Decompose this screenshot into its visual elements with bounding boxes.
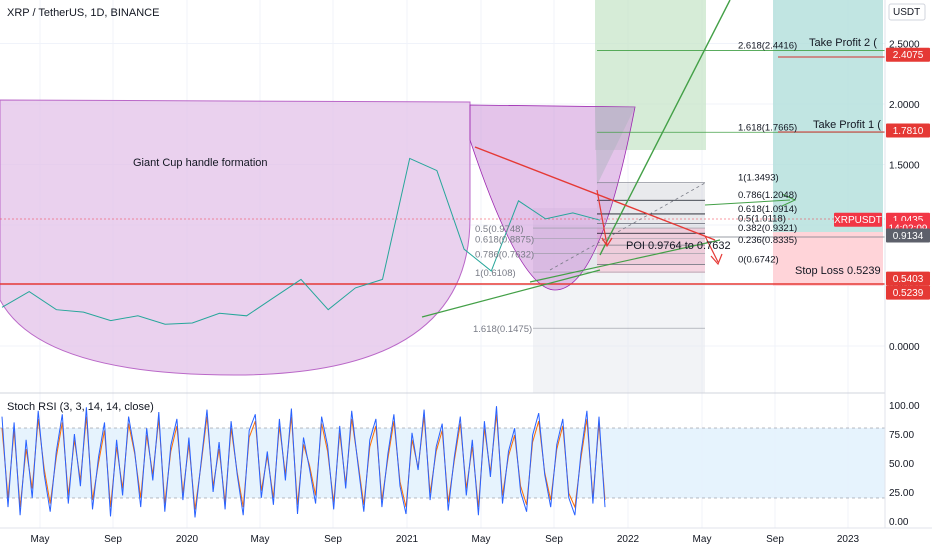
time-tick: May <box>693 534 712 545</box>
time-tick: Sep <box>104 534 122 545</box>
red-arrow-2-head <box>710 253 723 266</box>
cup-shape <box>0 99 471 376</box>
fib-label: 1(0.6108) <box>475 268 516 279</box>
time-tick: Sep <box>545 534 563 545</box>
symbol-tag: XRPUSDT <box>834 212 882 227</box>
currency-badge-label: USDT <box>893 7 920 18</box>
red-arrow-head <box>601 237 613 248</box>
rsi-tick: 25.00 <box>889 488 914 499</box>
wedge-shape <box>595 107 635 185</box>
fib-label: 1(1.3493) <box>738 173 779 184</box>
stop-tag-label: 0.5239 <box>893 288 924 299</box>
tp2-annotation: Take Profit 2 ( <box>809 37 877 49</box>
green-trend-rise <box>529 239 721 283</box>
poi-annotation: POI 0.9764 to 0.7632 <box>626 240 731 252</box>
price-tick: 2.0000 <box>889 100 920 111</box>
fib-labels: 2.618(2.4416) 1.618(1.7665) 1(1.3493) 0.786… <box>473 41 797 336</box>
fib-label: 0.786(1.2048) <box>738 190 797 201</box>
time-tick: 2020 <box>176 534 199 545</box>
time-axis[interactable]: May Sep 2020 May Sep 2021 May Sep 2022 May Sep 2023 <box>31 534 860 545</box>
green-breakout <box>599 0 731 256</box>
fib-label: 1.618(0.1475) <box>473 324 532 335</box>
shaded-zones <box>533 0 883 393</box>
time-tick: 2022 <box>617 534 640 545</box>
fib-label: 0.382(0.9321) <box>738 223 797 234</box>
price-tick: 1.5000 <box>889 161 920 172</box>
fib-label: 0.5(0.9748) <box>475 224 524 235</box>
red-arrow-2 <box>704 235 719 263</box>
rsi-tick: 0.00 <box>889 517 909 528</box>
tp1-tag: 1.7810 <box>886 123 930 138</box>
fib-label: 0.618(1.0914) <box>738 204 797 215</box>
symbol-tag-label: XRPUSDT <box>834 215 882 226</box>
handle-shape <box>469 104 636 291</box>
fib-label: 0(0.6742) <box>738 254 779 265</box>
poi-box <box>597 228 705 273</box>
time-tick: May <box>31 534 50 545</box>
time-tick: Sep <box>324 534 342 545</box>
red-downtrend <box>474 146 716 241</box>
green-arrow-head <box>781 193 797 207</box>
fib-label: 0.786(0.7632) <box>475 250 534 261</box>
stop-tag: 0.5239 <box>886 285 930 300</box>
price-tick: 2.5000 <box>889 40 920 51</box>
time-tick: May <box>472 534 491 545</box>
tp2-tag-label: 2.4075 <box>893 50 924 61</box>
support-tag-label: 0.5403 <box>893 274 924 285</box>
time-tick: 2021 <box>396 534 419 545</box>
chart-title: XRP / TetherUS, 1D, BINANCE <box>7 7 159 19</box>
fib-label: 0.236(0.8335) <box>738 235 797 246</box>
time-tick: 2023 <box>837 534 860 545</box>
fib-label: 2.618(2.4416) <box>738 41 797 52</box>
price-tags: 2.40751.7810XRPUSDT1.043514:02:090.91340… <box>834 47 930 300</box>
fib-label: 0.618(0.8875) <box>475 235 534 246</box>
rsi-axis[interactable]: 100.00 75.00 50.00 25.00 0.00 <box>889 401 920 528</box>
rsi-k-line <box>1 406 606 518</box>
red-zone <box>773 232 883 286</box>
support-tag: 0.5403 <box>886 271 930 286</box>
time-tick: Sep <box>766 534 784 545</box>
fib-label: 0.5(1.0118) <box>738 214 786 225</box>
green-arrow <box>704 199 791 206</box>
green-trend-low <box>421 269 601 318</box>
stoch-rsi-pane <box>0 406 885 518</box>
fib-label: 1.618(1.7665) <box>738 122 797 133</box>
tp2-tag: 2.4075 <box>886 47 930 62</box>
rsi-tick: 50.00 <box>889 459 914 470</box>
currency-badge[interactable]: USDT <box>888 3 926 21</box>
price-tick: 0.0000 <box>889 342 920 353</box>
time-tick: May <box>251 534 270 545</box>
rsi-tick: 75.00 <box>889 430 914 441</box>
rsi-title: Stoch RSI (3, 3, 14, 14, close) <box>7 401 154 413</box>
cup-annotation: Giant Cup handle formation <box>133 157 268 169</box>
level-tag: 0.9134 <box>886 228 930 243</box>
last-price-tag-label: 1.0435 <box>893 215 924 226</box>
tp1-tag-label: 1.7810 <box>893 126 924 137</box>
trend-lines <box>421 0 797 318</box>
key-levels <box>0 56 885 285</box>
rsi-tick: 100.00 <box>889 401 920 412</box>
teal-zone-2 <box>773 0 883 232</box>
level-tag-label: 0.9134 <box>893 231 924 242</box>
red-arrow <box>596 189 608 246</box>
sl-annotation: Stop Loss 0.5239 <box>795 265 881 277</box>
tp1-annotation: Take Profit 1 ( <box>813 119 881 131</box>
price-series <box>1 157 601 325</box>
